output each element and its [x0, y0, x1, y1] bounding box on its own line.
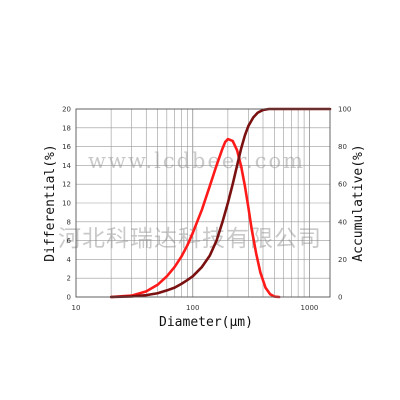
differential-curve	[109, 137, 281, 299]
y-left-tick-label: 6	[67, 237, 72, 245]
y-left-tick-label: 18	[62, 124, 71, 132]
y-left-tick-label: 12	[62, 181, 71, 189]
y-left-tick-label: 2	[67, 275, 71, 283]
x-tick-label: 100	[186, 304, 199, 312]
y-left-axis-title: Differential(%)	[43, 144, 58, 261]
accumulative-curve	[109, 107, 332, 299]
watermark-url: www.lcdbeer.com	[88, 149, 305, 173]
y-right-tick-label: 40	[338, 218, 347, 226]
x-axis-title: Diameter(μm)	[159, 315, 253, 330]
plot-frame	[75, 108, 331, 298]
y-left-tick-label: 10	[62, 200, 71, 208]
y-left-tick-label: 0	[67, 294, 71, 302]
y-right-axis-title: Accumulative(%)	[351, 144, 366, 261]
y-right-tick-label: 100	[338, 106, 351, 114]
y-right-tick-label: 0	[338, 294, 342, 302]
y-left-tick-label: 4	[67, 256, 72, 264]
y-right-tick-label: 80	[338, 143, 347, 151]
y-left-tick-label: 20	[62, 106, 71, 114]
tick-labels: 10 100 1000 0 2 4 6 8 10 12 14 16 18 20 0 20 40 60 80 100	[62, 106, 351, 313]
y-right-tick-label: 60	[338, 181, 347, 189]
series-layer	[109, 107, 332, 299]
y-left-tick-label: 16	[62, 143, 71, 151]
axes	[75, 108, 331, 298]
x-tick-label: 1000	[301, 304, 319, 312]
y-left-tick-label: 8	[67, 218, 71, 226]
y-left-tick-label: 14	[62, 162, 71, 170]
y-right-tick-label: 20	[338, 256, 347, 264]
x-tick-label: 10	[72, 304, 81, 312]
